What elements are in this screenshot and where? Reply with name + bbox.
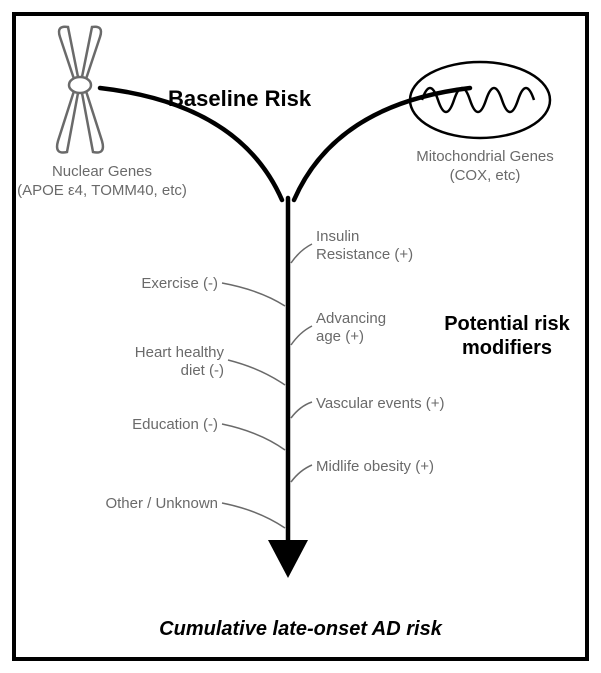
right-connectors	[291, 244, 312, 482]
left-item-2: Education (-)	[40, 416, 218, 433]
mito-line2: (COX, etc)	[450, 167, 521, 184]
mito-genes-label: Mitochondrial Genes (COX, etc)	[395, 148, 575, 186]
left-item-0-text: Exercise (-)	[141, 275, 218, 292]
left-item-1-text: Heart healthydiet (-)	[135, 344, 224, 379]
diagram-root: Baseline Risk Nuclear Genes (APOE ε4, TO…	[0, 0, 601, 673]
baseline-risk-label: Baseline Risk	[168, 86, 311, 112]
bottom-caption: Cumulative late-onset AD risk	[0, 618, 601, 641]
right-item-0: InsulinResistance (+)	[316, 228, 413, 264]
right-item-0-text: InsulinResistance (+)	[316, 228, 413, 263]
left-item-2-text: Education (-)	[132, 416, 218, 433]
nuclear-line2: (APOE ε4, TOMM40, etc)	[17, 182, 187, 199]
left-item-1: Heart healthydiet (-)	[40, 344, 224, 380]
modifiers-line1: Potential risk	[444, 313, 570, 335]
modifiers-line2: modifiers	[462, 337, 552, 359]
right-item-3-text: Midlife obesity (+)	[316, 458, 434, 475]
mito-line1: Mitochondrial Genes	[416, 148, 554, 165]
left-item-0: Exercise (-)	[40, 275, 218, 292]
right-item-1-text: Advancingage (+)	[316, 310, 386, 345]
left-connectors	[222, 283, 285, 528]
right-item-3: Midlife obesity (+)	[316, 458, 434, 475]
left-item-3: Other / Unknown	[40, 495, 218, 512]
nuclear-genes-label: Nuclear Genes (APOE ε4, TOMM40, etc)	[2, 163, 202, 201]
right-item-2: Vascular events (+)	[316, 395, 445, 412]
mitochondrion-icon	[410, 62, 550, 138]
left-item-3-text: Other / Unknown	[105, 495, 218, 512]
modifiers-heading: Potential risk modifiers	[432, 312, 582, 360]
right-item-2-text: Vascular events (+)	[316, 395, 445, 412]
nuclear-line1: Nuclear Genes	[52, 163, 152, 180]
right-item-1: Advancingage (+)	[316, 310, 386, 346]
chromosome-icon	[57, 27, 103, 153]
